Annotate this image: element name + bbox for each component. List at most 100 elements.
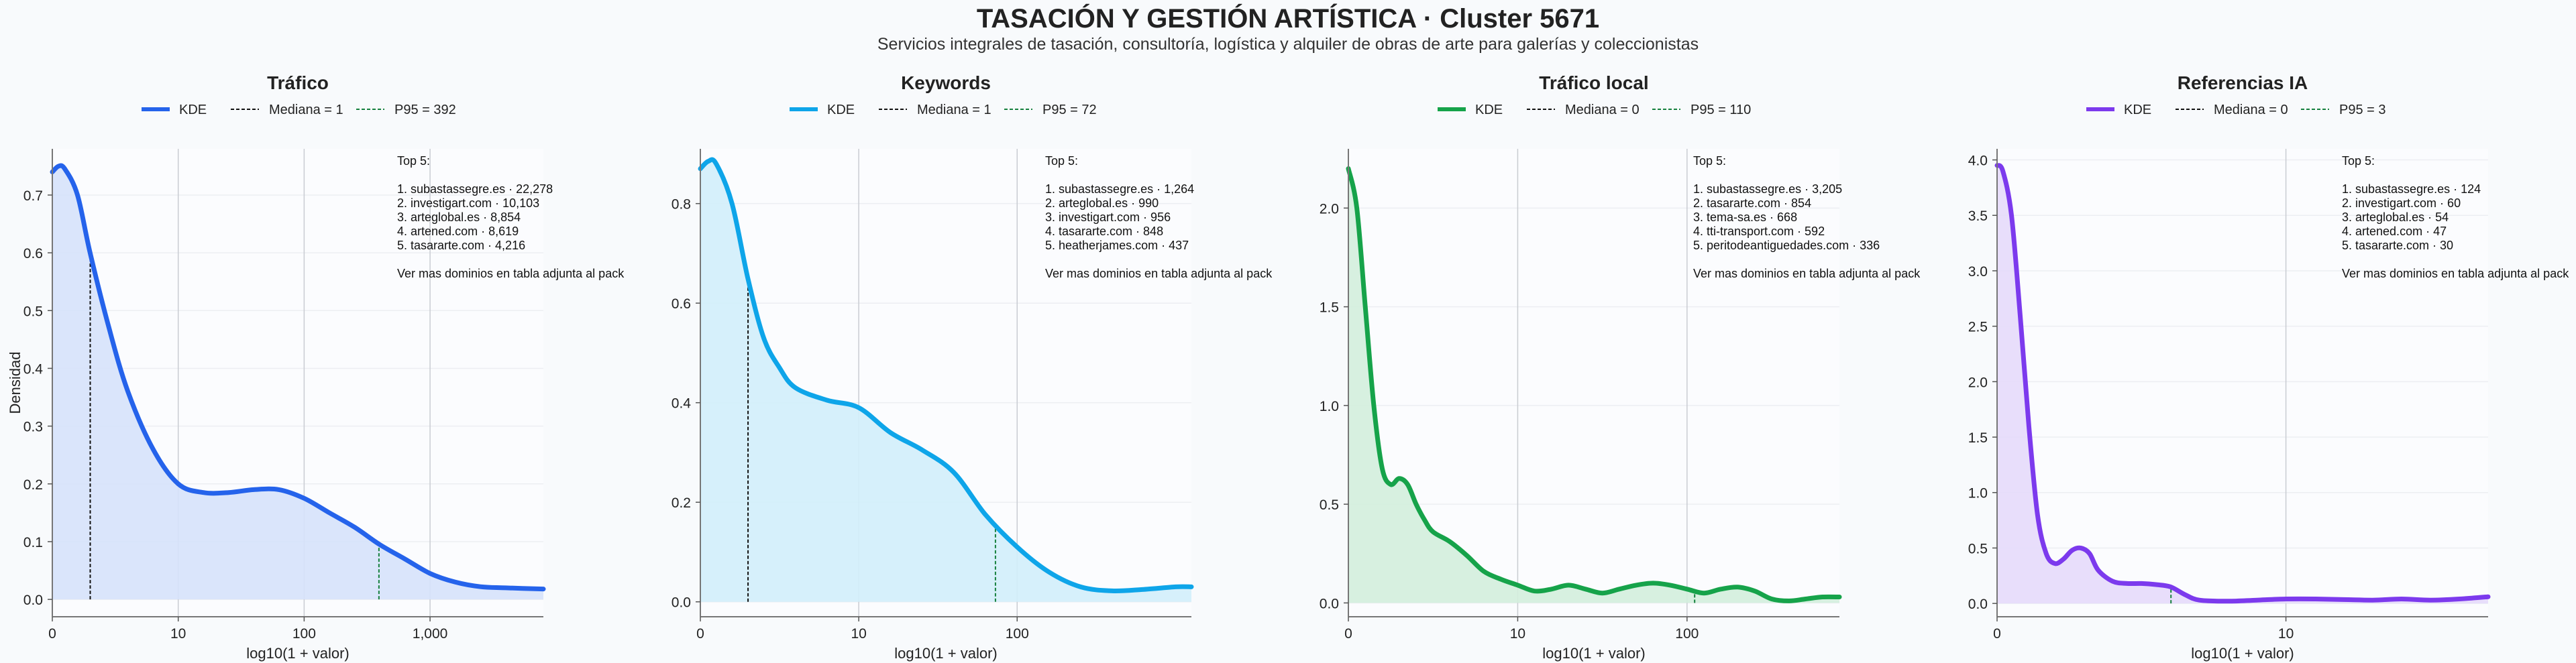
x-axis-label: log10(1 + valor) — [246, 645, 349, 662]
kde-area — [52, 165, 543, 600]
x-tick-label: 0 — [1344, 626, 1352, 642]
kde-line — [1346, 166, 1842, 603]
x-tick-label: 10 — [851, 626, 866, 642]
y-tick-label: 0.4 — [23, 361, 44, 377]
legend-kde-label: KDE — [179, 103, 207, 117]
y-tick-label: 0.2 — [23, 477, 43, 493]
legend: KDE Mediana = 0 P95 = 3 — [2086, 103, 2386, 117]
annotation-line: Top 5: — [2342, 154, 2375, 168]
kde-line — [1994, 163, 2491, 604]
kde-area — [1997, 165, 2488, 604]
y-tick-label: 1.5 — [1320, 300, 1339, 316]
annotation-line: 3. tema-sa.es · 668 — [1693, 210, 1797, 224]
legend: KDE Mediana = 1 P95 = 392 — [142, 103, 456, 117]
y-tick-label: 0.1 — [23, 535, 43, 550]
panel-title: Tráfico local — [1539, 72, 1648, 93]
annotation-line: 1. subastassegre.es · 22,278 — [397, 182, 553, 196]
legend-median-label: Mediana = 1 — [917, 103, 991, 117]
y-tick-label: 0.5 — [23, 304, 43, 319]
legend-median-label: Mediana = 0 — [2214, 103, 2288, 117]
annotation-line: 1. subastassegre.es · 124 — [2342, 182, 2481, 196]
panel-3: Tráfico local KDE Mediana = 0 P95 = 110 0.0 0… — [1320, 72, 1921, 662]
kde-line — [50, 163, 546, 592]
legend-kde-label: KDE — [1475, 103, 1503, 117]
legend-kde-label: KDE — [827, 103, 855, 117]
annotation-line: 4. artened.com · 8,619 — [397, 225, 519, 238]
annotation-line: 4. tasararte.com · 848 — [1045, 225, 1163, 238]
kde-area — [700, 160, 1191, 602]
annotation-line: Ver mas dominios en tabla adjunta al pac… — [397, 267, 625, 280]
legend-p95-label: P95 = 72 — [1042, 103, 1097, 117]
annotation-line: Ver mas dominios en tabla adjunta al pac… — [1045, 267, 1273, 280]
y-tick-label: 0.6 — [23, 246, 43, 261]
x-tick-label: 10 — [2278, 626, 2294, 642]
x-tick-label: 0 — [1993, 626, 2001, 642]
panel-title: Keywords — [901, 72, 991, 93]
y-tick-label: 2.0 — [1320, 201, 1339, 217]
annotation-line: Top 5: — [1693, 154, 1726, 168]
chart-title: TASACIÓN Y GESTIÓN ARTÍSTICA · Cluster 5… — [976, 4, 1600, 34]
legend-p95-label: P95 = 110 — [1690, 103, 1751, 117]
x-tick-label: 100 — [292, 626, 316, 642]
annotation-line: 3. investigart.com · 956 — [1045, 210, 1171, 224]
y-tick-label: 0.8 — [672, 197, 691, 213]
annotation-line: 2. investigart.com · 60 — [2342, 196, 2461, 210]
annotation-line: 5. tasararte.com · 30 — [2342, 239, 2453, 252]
legend-kde-label: KDE — [2124, 103, 2151, 117]
y-tick-label: 1.0 — [1968, 486, 1988, 501]
annotation-line: 2. investigart.com · 10,103 — [397, 196, 539, 210]
x-tick-label: 100 — [1675, 626, 1699, 642]
x-tick-label: 10 — [170, 626, 186, 642]
annotation-line: 3. arteglobal.es · 54 — [2342, 210, 2449, 224]
annotation-line: 4. artened.com · 47 — [2342, 225, 2447, 238]
y-tick-label: 3.0 — [1968, 264, 1988, 280]
legend: KDE Mediana = 1 P95 = 72 — [790, 103, 1097, 117]
y-tick-label: 4.0 — [1968, 154, 1988, 169]
panel-4: Referencias IA KDE Mediana = 0 P95 = 3 0.0 0.… — [1968, 72, 2569, 662]
y-tick-label: 2.5 — [1968, 320, 1988, 335]
y-tick-label: 0.4 — [672, 396, 692, 412]
x-tick-label: 10 — [1510, 626, 1525, 642]
y-tick-label: 0.0 — [23, 593, 43, 608]
x-axis-label: log10(1 + valor) — [1542, 645, 1645, 662]
plot-background — [1997, 149, 2488, 617]
annotation-line: 4. tti-transport.com · 592 — [1693, 225, 1825, 238]
legend: KDE Mediana = 0 P95 = 110 — [1438, 103, 1751, 117]
legend-median-label: Mediana = 1 — [269, 103, 343, 117]
annotation-line: 5. tasararte.com · 4,216 — [397, 239, 525, 252]
panel-title: Referencias IA — [2178, 72, 2308, 93]
annotation-line: 1. subastassegre.es · 1,264 — [1045, 182, 1194, 196]
annotation-line: 2. arteglobal.es · 990 — [1045, 196, 1159, 210]
kde-area — [1348, 168, 1839, 603]
legend-p95-label: P95 = 392 — [394, 103, 456, 117]
annotation-line: 2. tasararte.com · 854 — [1693, 196, 1811, 210]
y-tick-label: 0.7 — [23, 188, 43, 204]
y-tick-label: 0.5 — [1968, 541, 1988, 556]
y-tick-label: 0.5 — [1320, 497, 1339, 513]
y-tick-label: 0.0 — [1320, 596, 1339, 611]
annotation-line: 1. subastassegre.es · 3,205 — [1693, 182, 1842, 196]
chart-subtitle: Servicios integrales de tasación, consul… — [877, 35, 1699, 54]
annotation-line: Ver mas dominios en tabla adjunta al pac… — [1693, 267, 1921, 280]
x-tick-label: 100 — [1006, 626, 1029, 642]
y-tick-label: 0.2 — [672, 495, 691, 511]
y-tick-label: 0.0 — [1968, 597, 1988, 612]
legend-median-label: Mediana = 0 — [1565, 103, 1640, 117]
y-tick-label: 0.6 — [672, 296, 691, 312]
y-axis-label: Densidad — [7, 352, 23, 414]
annotation-line: 5. heatherjames.com · 437 — [1045, 239, 1189, 252]
x-tick-label: 1,000 — [413, 626, 448, 642]
panel-2: Keywords KDE Mediana = 1 P95 = 72 0.0 0.2 0.4 0… — [672, 72, 1273, 662]
x-tick-label: 0 — [696, 626, 704, 642]
y-tick-label: 1.5 — [1968, 430, 1988, 446]
x-axis-label: log10(1 + valor) — [2191, 645, 2294, 662]
x-tick-label: 0 — [48, 626, 56, 642]
annotation-line: 3. arteglobal.es · 8,854 — [397, 210, 521, 224]
annotation-line: Ver mas dominios en tabla adjunta al pac… — [2342, 267, 2569, 280]
legend-p95-label: P95 = 3 — [2339, 103, 2386, 117]
y-tick-label: 1.0 — [1320, 399, 1339, 414]
